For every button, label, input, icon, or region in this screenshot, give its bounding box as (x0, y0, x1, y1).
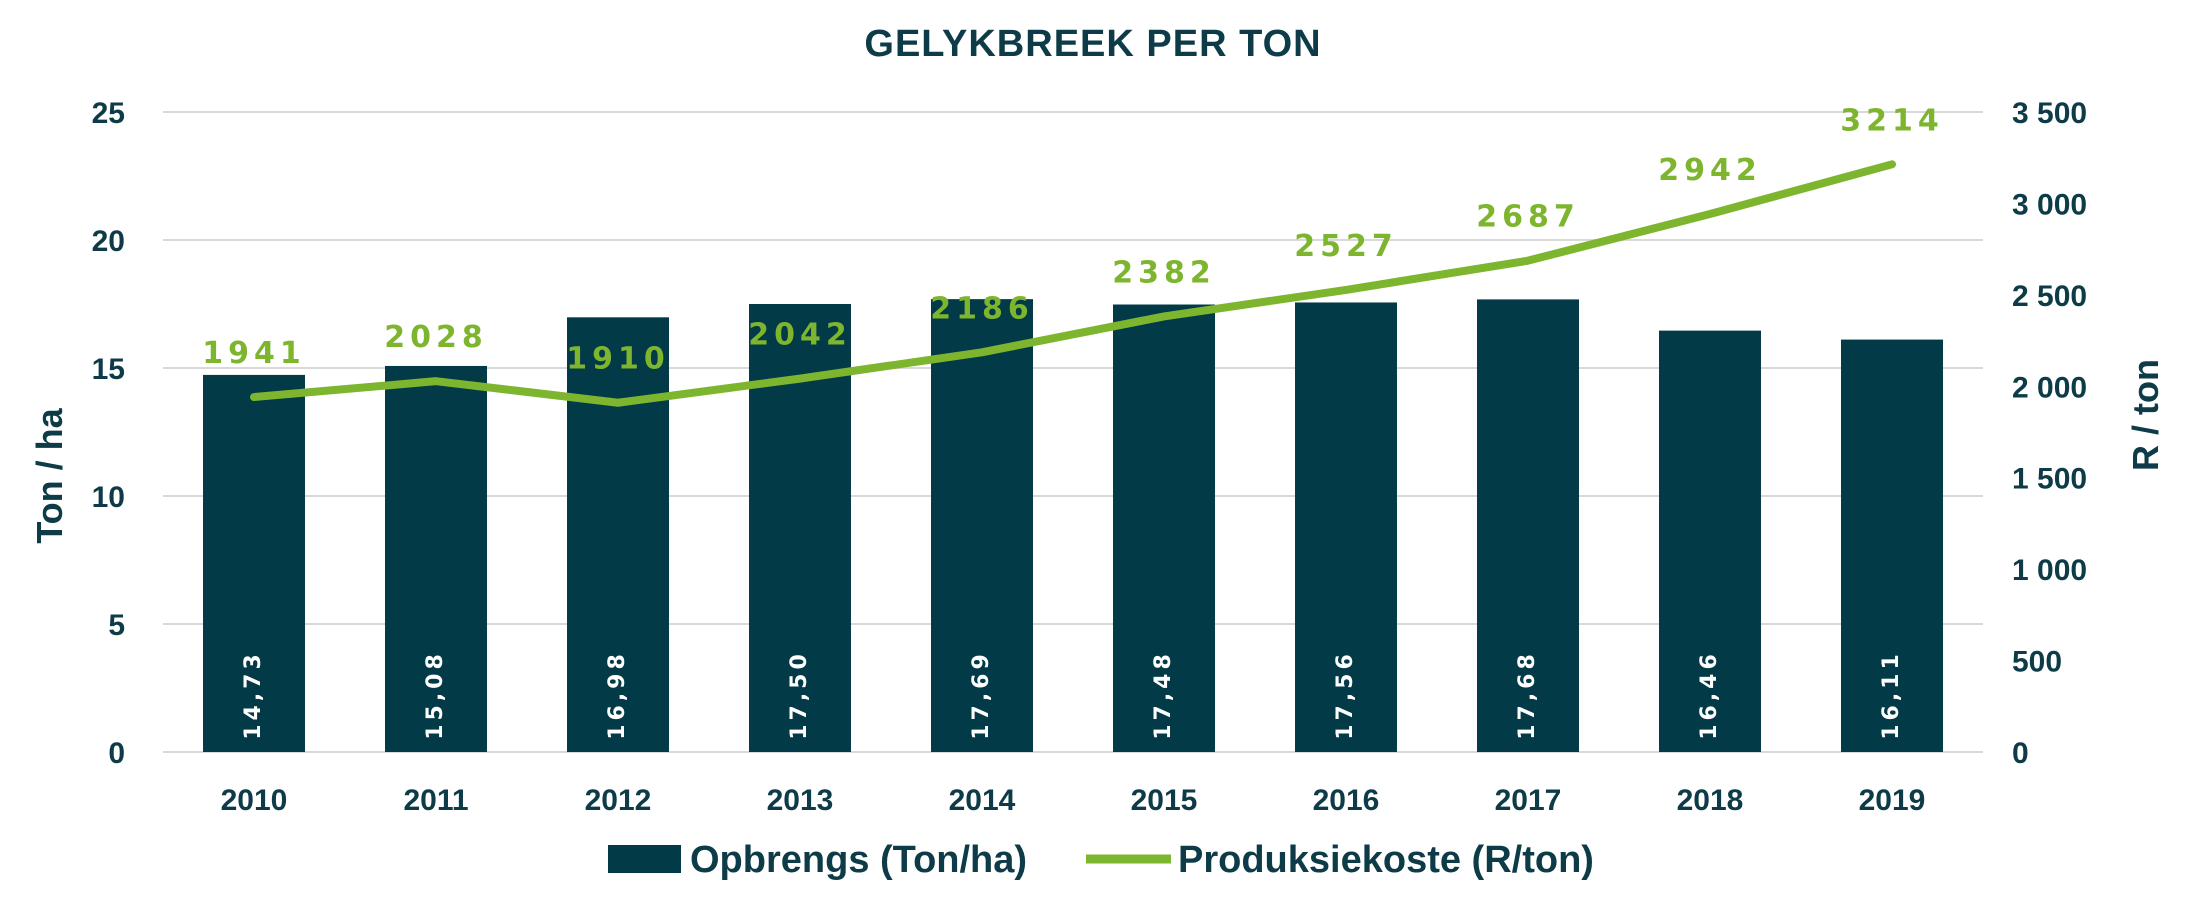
x-tick-label: 2010 (221, 784, 288, 817)
line-data-label: 2942 (1658, 153, 1762, 188)
y-axis-title: Ton / ha (29, 407, 70, 543)
legend: Opbrengs (Ton/ha) Produksiekoste (R/ton) (608, 839, 1594, 881)
line-layer: 1941 2028 1910 2042 2186 2382 2527 2687 2942 3214 (202, 103, 1944, 407)
y2-tick-label: 1 000 (2012, 554, 2087, 587)
bar (567, 317, 669, 752)
x-tick-label: 2015 (1131, 784, 1198, 817)
line-data-label: 1910 (566, 342, 670, 377)
bar-data-label: 16,98 (605, 650, 630, 740)
bar-data-label: 17,48 (1151, 650, 1176, 740)
bar (385, 365, 487, 752)
line-data-label: 2527 (1294, 229, 1398, 264)
series-line (250, 160, 1896, 407)
line-data-label: 2186 (930, 291, 1034, 326)
x-tick-label: 2017 (1495, 784, 1562, 817)
y2-tick-label: 3 500 (2012, 97, 2087, 130)
bar (1113, 304, 1215, 752)
y-tick-label: 10 (92, 481, 125, 514)
x-tick-label: 2013 (767, 784, 834, 817)
bar (203, 374, 305, 752)
bar (1659, 330, 1761, 752)
y-tick-label: 20 (92, 225, 125, 258)
x-tick-label: 2016 (1313, 784, 1380, 817)
line-data-label: 1941 (202, 336, 306, 371)
x-tick-label: 2011 (403, 784, 468, 817)
bar (1477, 299, 1579, 752)
bar-data-label: 17,56 (1333, 650, 1358, 740)
bar-data-label: 17,68 (1515, 650, 1540, 740)
y2-tick-label: 2 500 (2012, 280, 2087, 313)
y2-tick-label: 1 500 (2012, 463, 2087, 496)
bar-data-label: 16,46 (1697, 650, 1722, 740)
x-tick-label: 2019 (1859, 784, 1926, 817)
x-tick-label: 2012 (585, 784, 652, 817)
bar-data-label: 15,08 (423, 650, 448, 740)
axis-layer: 0 5 10 15 20 25 0 500 1 000 1 500 2 000 2 500 3 000 3… (92, 97, 2087, 817)
bar-data-label: 14,73 (241, 650, 266, 740)
legend-bar-label: Opbrengs (Ton/ha) (690, 839, 1027, 881)
bar (931, 299, 1033, 752)
x-tick-label: 2018 (1677, 784, 1744, 817)
legend-line-label: Produksiekoste (R/ton) (1178, 839, 1594, 881)
y-tick-label: 25 (92, 97, 125, 130)
line-data-label: 2028 (384, 320, 488, 355)
chart-title: GELYKBREEK PER TON (864, 23, 1321, 65)
y2-tick-label: 2 000 (2012, 371, 2087, 404)
line-data-label: 2042 (748, 318, 852, 353)
bar-data-label: 17,50 (787, 650, 812, 740)
y-tick-label: 0 (108, 737, 125, 770)
bar (1841, 339, 1943, 752)
y-tick-label: 5 (108, 609, 125, 642)
y2-tick-label: 0 (2012, 737, 2029, 770)
legend-bar-swatch (608, 845, 681, 873)
y2-tick-label: 500 (2012, 646, 2062, 679)
bar-data-label: 17,69 (969, 650, 994, 740)
x-tick-label: 2014 (949, 784, 1016, 817)
y2-axis-title: R / ton (2125, 359, 2166, 471)
line-data-label: 2382 (1112, 255, 1216, 290)
bar (1295, 302, 1397, 752)
y-tick-label: 15 (92, 353, 125, 386)
bar-data-label: 16,11 (1879, 650, 1904, 740)
line-data-label: 2687 (1476, 200, 1580, 235)
y2-tick-label: 3 000 (2012, 188, 2087, 221)
line-data-label: 3214 (1840, 103, 1944, 138)
